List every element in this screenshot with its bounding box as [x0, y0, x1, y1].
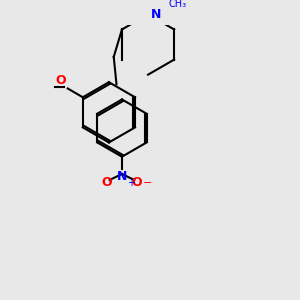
Text: CH₃: CH₃: [169, 0, 187, 9]
Text: O: O: [102, 176, 112, 189]
Text: N: N: [117, 170, 127, 183]
Text: O: O: [56, 74, 66, 87]
Text: O: O: [132, 176, 142, 189]
Text: −: −: [143, 178, 152, 188]
Text: N: N: [151, 8, 162, 21]
Text: +: +: [128, 178, 135, 188]
